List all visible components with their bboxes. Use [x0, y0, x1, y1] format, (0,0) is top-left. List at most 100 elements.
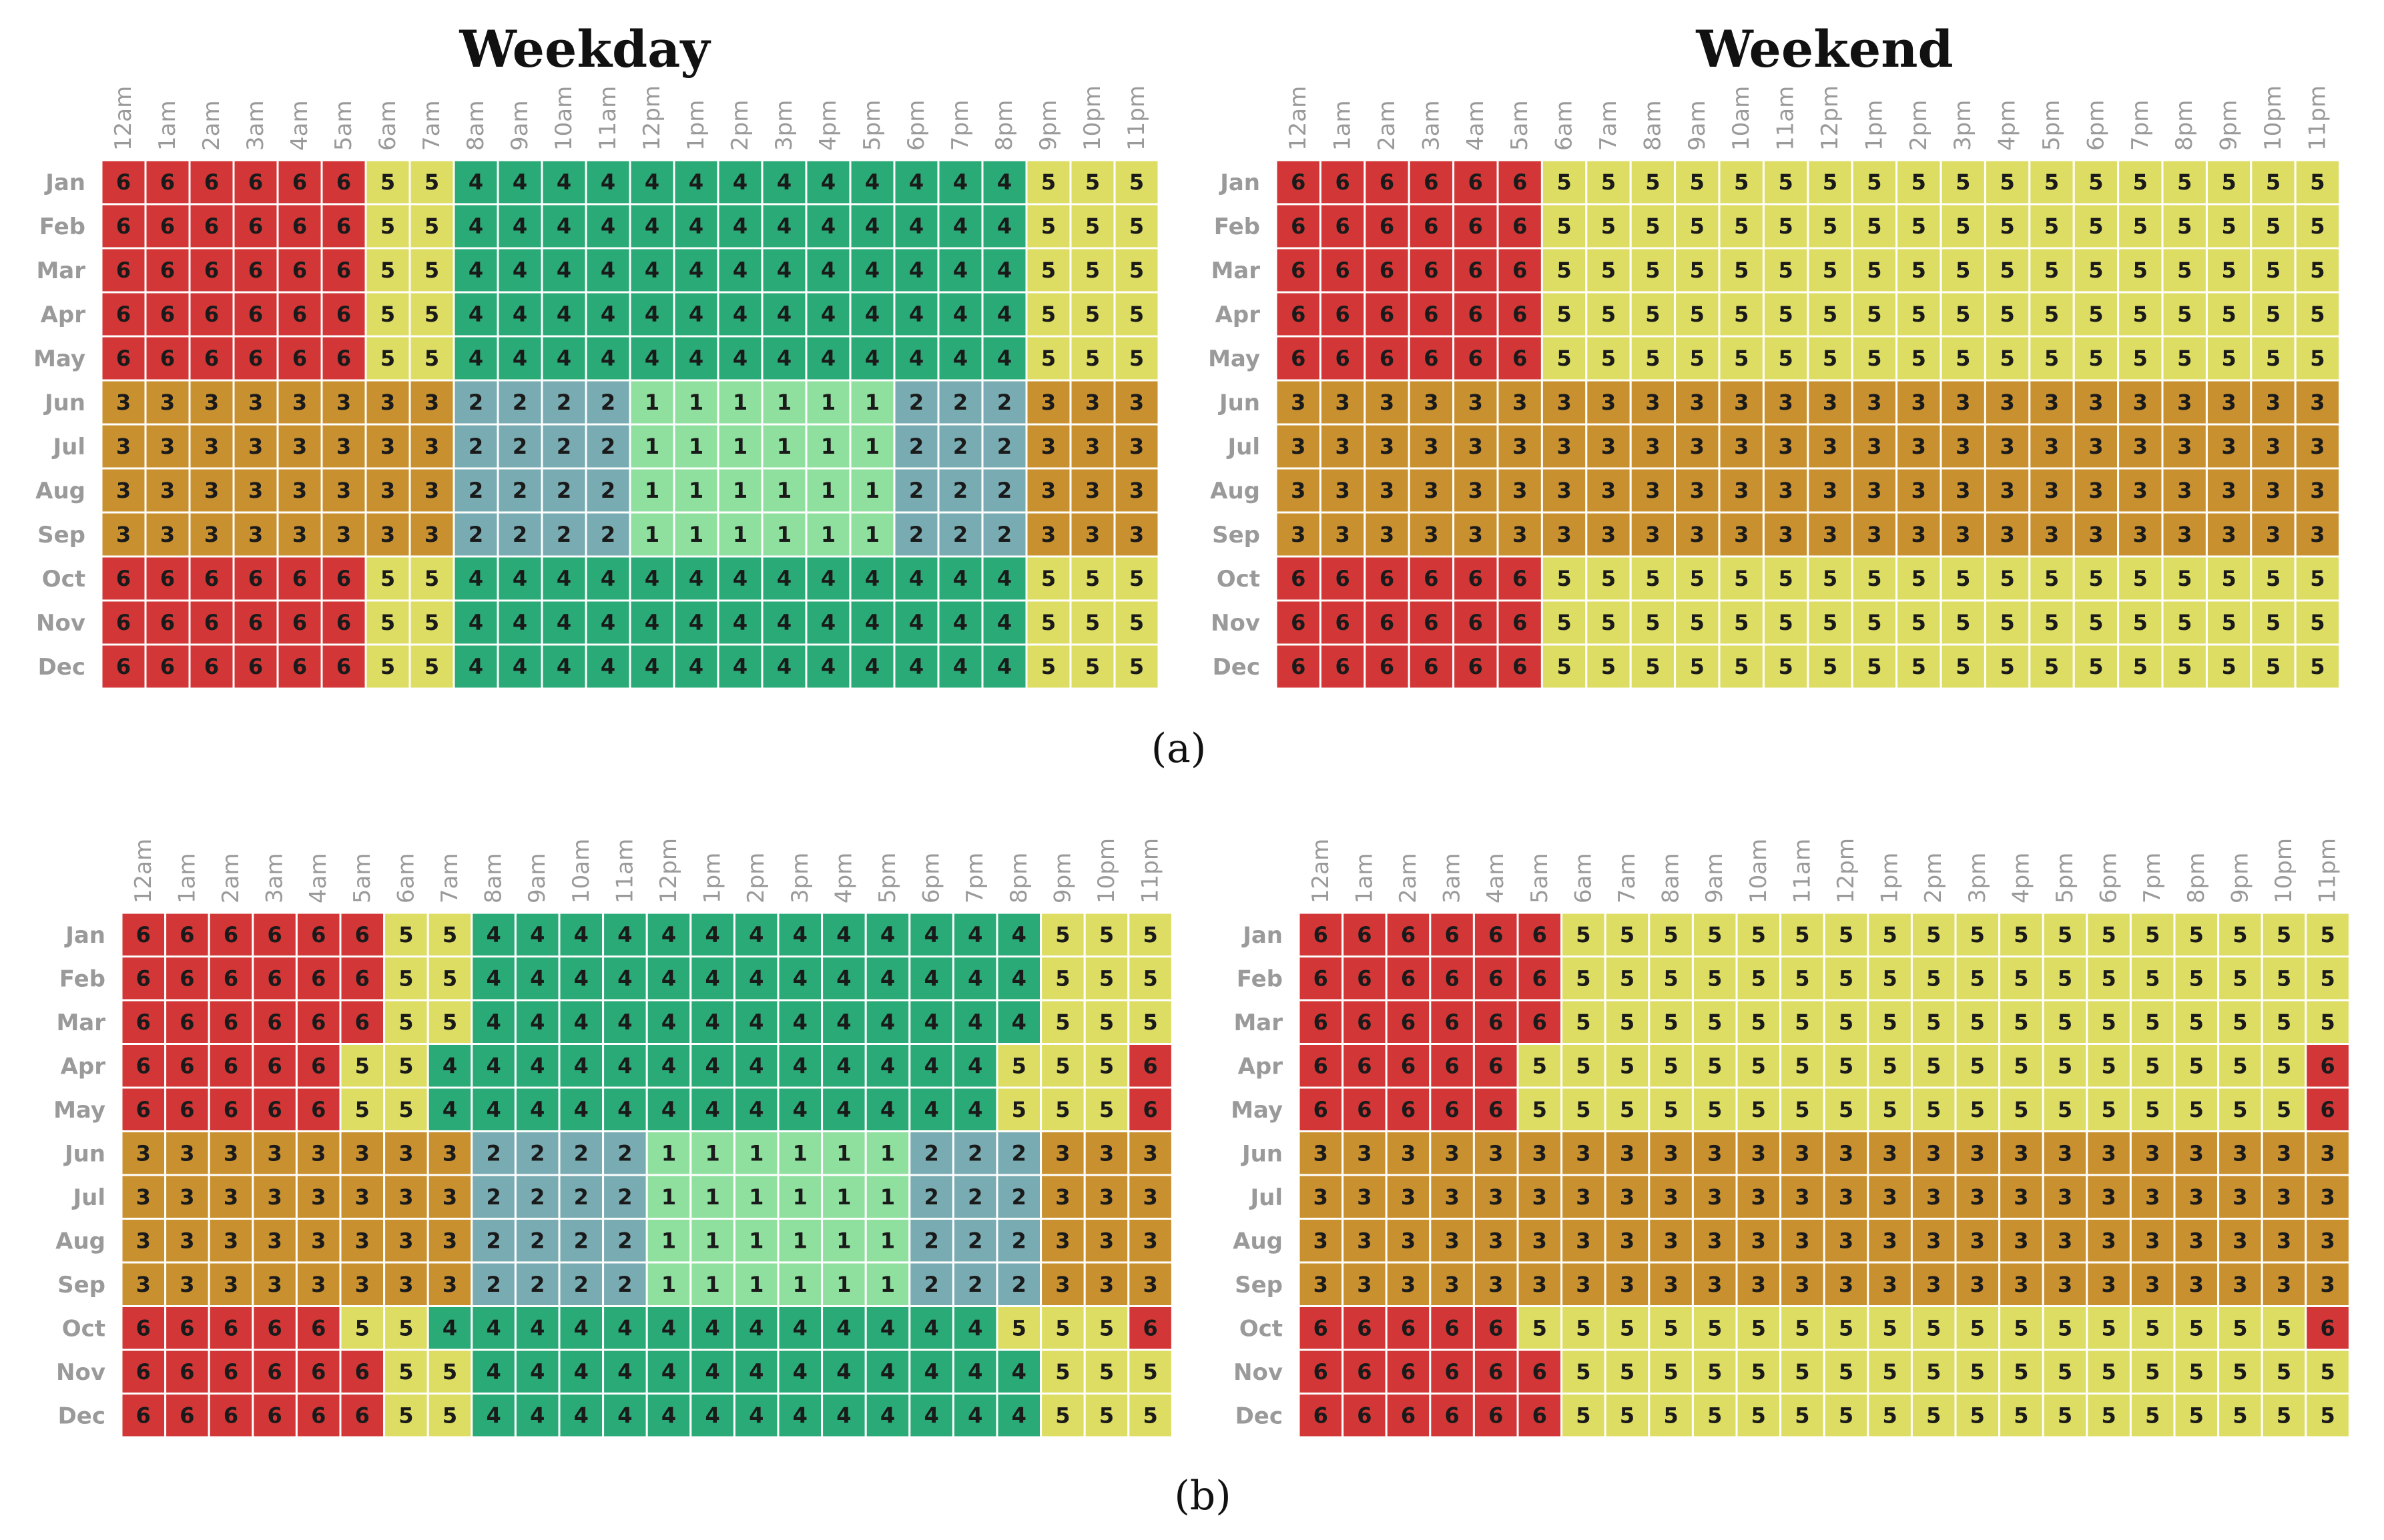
hour-tick-label: 8pm: [991, 100, 1018, 151]
cell-value-label: 4: [486, 1010, 501, 1035]
cell-value-label: 5: [1839, 1359, 1853, 1385]
heatmap-cell: [1762, 159, 1809, 206]
hour-tick-label: 4pm: [830, 853, 857, 903]
cell-value-label: 4: [777, 258, 792, 283]
cell-value-label: 6: [116, 169, 131, 195]
cell-value-label: 5: [398, 1359, 413, 1385]
hour-tick-label: 6pm: [2082, 100, 2109, 151]
cell-value-label: 5: [2266, 610, 2281, 635]
heatmap-cell: [1025, 511, 1072, 558]
cell-value-label: 3: [1867, 522, 1881, 547]
cell-value-label: 5: [2014, 966, 2028, 991]
cell-value-label: 2: [486, 1272, 501, 1297]
cell-value-label: 4: [997, 302, 1012, 327]
month-tick-label: Jun: [1218, 390, 1260, 416]
cell-value-label: 2: [953, 390, 968, 415]
heatmap-cell: [2028, 247, 2075, 294]
cell-value-label: 3: [2320, 1140, 2335, 1166]
heatmap-cell: [761, 423, 808, 470]
cell-value-label: 6: [267, 966, 282, 991]
month-tick-label: Apr: [1238, 1053, 1283, 1080]
cell-value-label: 5: [2277, 1359, 2291, 1385]
heatmap-cell: [1113, 379, 1160, 426]
cell-value-label: 6: [1444, 922, 1459, 947]
cell-value-label: 3: [311, 1228, 326, 1253]
cell-value-label: 4: [953, 169, 968, 195]
heatmap-cell: [937, 467, 984, 514]
heatmap-cell: [1851, 379, 1898, 426]
heatmap-cell: [188, 247, 235, 294]
cell-value-label: 6: [336, 566, 351, 591]
cell-value-label: 5: [1099, 1097, 1114, 1122]
cell-value-label: 5: [1041, 302, 1056, 327]
cell-value-label: 6: [1401, 1359, 1416, 1385]
cell-value-label: 4: [557, 302, 571, 327]
cell-value-label: 5: [1620, 1010, 1634, 1035]
cell-value-label: 5: [2088, 214, 2103, 239]
cell-value-label: 6: [336, 169, 351, 195]
heatmap-cell: [1718, 643, 1765, 690]
heatmap-cell: [1674, 203, 1721, 250]
cell-value-label: 6: [1424, 654, 1438, 679]
cell-value-label: 1: [777, 522, 792, 547]
month-tick-label: Nov: [1233, 1359, 1283, 1386]
cell-value-label: 2: [953, 478, 968, 503]
cell-value-label: 5: [1751, 922, 1766, 947]
cell-value-label: 3: [1532, 1228, 1547, 1253]
cell-value-label: 4: [733, 566, 748, 591]
heatmap-cell: [673, 643, 719, 690]
cell-value-label: 4: [574, 966, 589, 991]
cell-value-label: 3: [1576, 1272, 1590, 1297]
heatmap-cell: [364, 643, 411, 690]
cell-value-label: 5: [1556, 214, 1571, 239]
cell-value-label: 3: [1468, 390, 1483, 415]
cell-value-label: 6: [1444, 1359, 1459, 1385]
heatmap-cell: [1127, 911, 1173, 957]
hour-tick-label: 1am: [1329, 100, 1356, 151]
cell-value-label: 4: [661, 1359, 676, 1385]
cell-value-label: 5: [2145, 1010, 2160, 1035]
heatmap-cell: [2028, 423, 2075, 470]
cell-value-label: 3: [1823, 522, 1837, 547]
hour-tick-label: 6am: [1551, 100, 1578, 151]
heatmap-cell: [805, 291, 852, 338]
cell-value-label: 5: [1099, 922, 1114, 947]
cell-value-label: 5: [1911, 654, 1926, 679]
heatmap-cell: [777, 1043, 824, 1089]
cell-value-label: 3: [1357, 1228, 1372, 1253]
cell-value-label: 5: [2044, 654, 2059, 679]
heatmap-cell: [1069, 379, 1116, 426]
cell-value-label: 5: [1556, 654, 1571, 679]
cell-value-label: 6: [180, 1315, 194, 1340]
cell-value-label: 4: [909, 302, 924, 327]
cell-value-label: 5: [2044, 302, 2059, 327]
heatmap-cell: [2294, 599, 2341, 646]
cell-value-label: 4: [486, 1359, 501, 1385]
cell-value-label: 4: [469, 302, 483, 327]
cell-value-label: 4: [513, 214, 527, 239]
cell-value-label: 6: [1380, 214, 1394, 239]
hour-tick-label: 1pm: [1861, 100, 1887, 151]
heatmap-cell: [120, 1043, 167, 1089]
cell-value-label: 4: [749, 922, 764, 947]
heatmap-cell: [276, 511, 323, 558]
cell-value-label: 5: [2014, 1359, 2028, 1385]
heatmap-cell: [100, 643, 147, 690]
cell-value-label: 2: [924, 1184, 938, 1210]
cell-value-label: 3: [2088, 478, 2103, 503]
cell-value-label: 3: [380, 522, 395, 547]
cell-value-label: 5: [2189, 1053, 2204, 1078]
cell-value-label: 5: [1012, 1053, 1026, 1078]
cell-value-label: 5: [1734, 566, 1749, 591]
cell-value-label: 5: [2320, 1010, 2335, 1035]
heatmap-cell: [908, 1043, 954, 1089]
heatmap-cell: [1540, 467, 1588, 514]
heatmap-cell: [602, 1043, 648, 1089]
cell-value-label: 6: [1532, 966, 1547, 991]
heatmap-cell: [339, 1086, 386, 1132]
cell-value-label: 6: [1313, 1097, 1328, 1122]
cell-value-label: 6: [1424, 610, 1438, 635]
cell-value-label: 3: [398, 1184, 413, 1210]
cell-value-label: 3: [2232, 1184, 2247, 1210]
